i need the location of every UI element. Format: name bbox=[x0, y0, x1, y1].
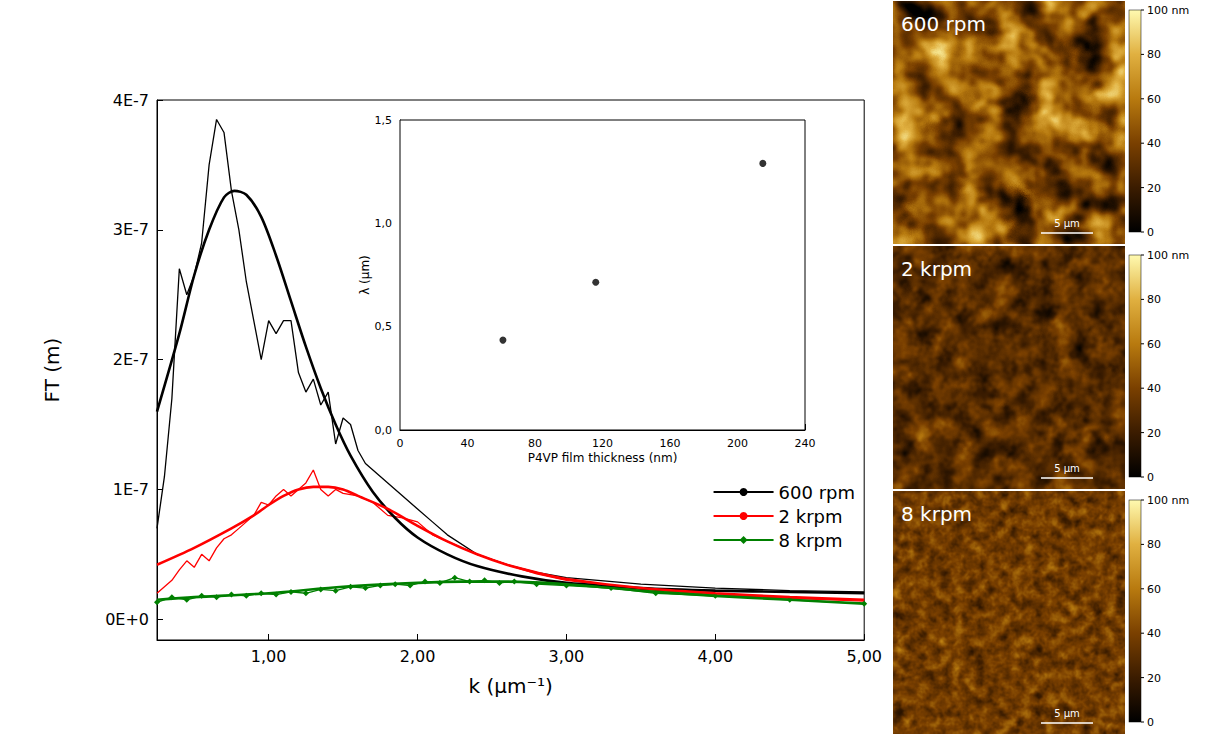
svg-text:60: 60 bbox=[1147, 338, 1161, 351]
svg-text:0,5: 0,5 bbox=[375, 320, 393, 333]
svg-text:0: 0 bbox=[397, 437, 404, 450]
svg-text:4,00: 4,00 bbox=[697, 647, 733, 666]
svg-text:40: 40 bbox=[1147, 137, 1161, 150]
svg-text:1E-7: 1E-7 bbox=[113, 480, 149, 499]
svg-text:20: 20 bbox=[1147, 182, 1161, 195]
svg-text:1,5: 1,5 bbox=[375, 114, 393, 127]
svg-text:0: 0 bbox=[1147, 716, 1154, 729]
svg-text:0,0: 0,0 bbox=[375, 424, 393, 437]
svg-text:60: 60 bbox=[1147, 583, 1161, 596]
svg-text:2,00: 2,00 bbox=[400, 647, 436, 666]
svg-text:120: 120 bbox=[592, 437, 613, 450]
svg-text:60: 60 bbox=[1147, 93, 1161, 106]
svg-text:80: 80 bbox=[1147, 538, 1161, 551]
svg-text:2E-7: 2E-7 bbox=[113, 350, 149, 369]
svg-text:3E-7: 3E-7 bbox=[113, 220, 149, 239]
svg-text:8 krpm: 8 krpm bbox=[901, 502, 972, 526]
svg-text:80: 80 bbox=[1147, 293, 1161, 306]
svg-text:80: 80 bbox=[1147, 48, 1161, 61]
svg-text:80: 80 bbox=[528, 437, 542, 450]
svg-text:0E+0: 0E+0 bbox=[105, 610, 149, 629]
svg-text:2 krpm: 2 krpm bbox=[901, 257, 972, 281]
svg-text:5,00: 5,00 bbox=[846, 647, 882, 666]
svg-text:600 rpm: 600 rpm bbox=[779, 482, 855, 503]
svg-text:3,00: 3,00 bbox=[549, 647, 585, 666]
svg-text:FT (m): FT (m) bbox=[40, 338, 64, 403]
svg-text:P4VP film thickness (nm): P4VP film thickness (nm) bbox=[528, 451, 678, 465]
svg-text:600 rpm: 600 rpm bbox=[901, 12, 986, 36]
svg-text:20: 20 bbox=[1147, 427, 1161, 440]
svg-text:5 µm: 5 µm bbox=[1054, 218, 1080, 229]
svg-text:200: 200 bbox=[727, 437, 748, 450]
svg-text:5 µm: 5 µm bbox=[1054, 708, 1080, 719]
svg-text:100 nm: 100 nm bbox=[1147, 494, 1189, 507]
svg-text:40: 40 bbox=[1147, 627, 1161, 640]
svg-text:4E-7: 4E-7 bbox=[113, 91, 149, 110]
svg-text:100 nm: 100 nm bbox=[1147, 249, 1189, 262]
svg-text:240: 240 bbox=[795, 437, 816, 450]
svg-text:20: 20 bbox=[1147, 672, 1161, 685]
svg-text:0: 0 bbox=[1147, 226, 1154, 239]
svg-text:0: 0 bbox=[1147, 471, 1154, 484]
svg-text:100 nm: 100 nm bbox=[1147, 4, 1189, 17]
svg-text:1,00: 1,00 bbox=[251, 647, 287, 666]
svg-text:8 krpm: 8 krpm bbox=[779, 530, 843, 551]
svg-text:40: 40 bbox=[461, 437, 475, 450]
svg-text:k (μm⁻¹): k (μm⁻¹) bbox=[468, 674, 552, 698]
svg-text:1,0: 1,0 bbox=[375, 217, 393, 230]
svg-text:160: 160 bbox=[660, 437, 681, 450]
svg-text:40: 40 bbox=[1147, 382, 1161, 395]
svg-text:2 krpm: 2 krpm bbox=[779, 506, 843, 527]
svg-text:5 µm: 5 µm bbox=[1054, 463, 1080, 474]
svg-text:λ (μm): λ (μm) bbox=[358, 255, 372, 295]
